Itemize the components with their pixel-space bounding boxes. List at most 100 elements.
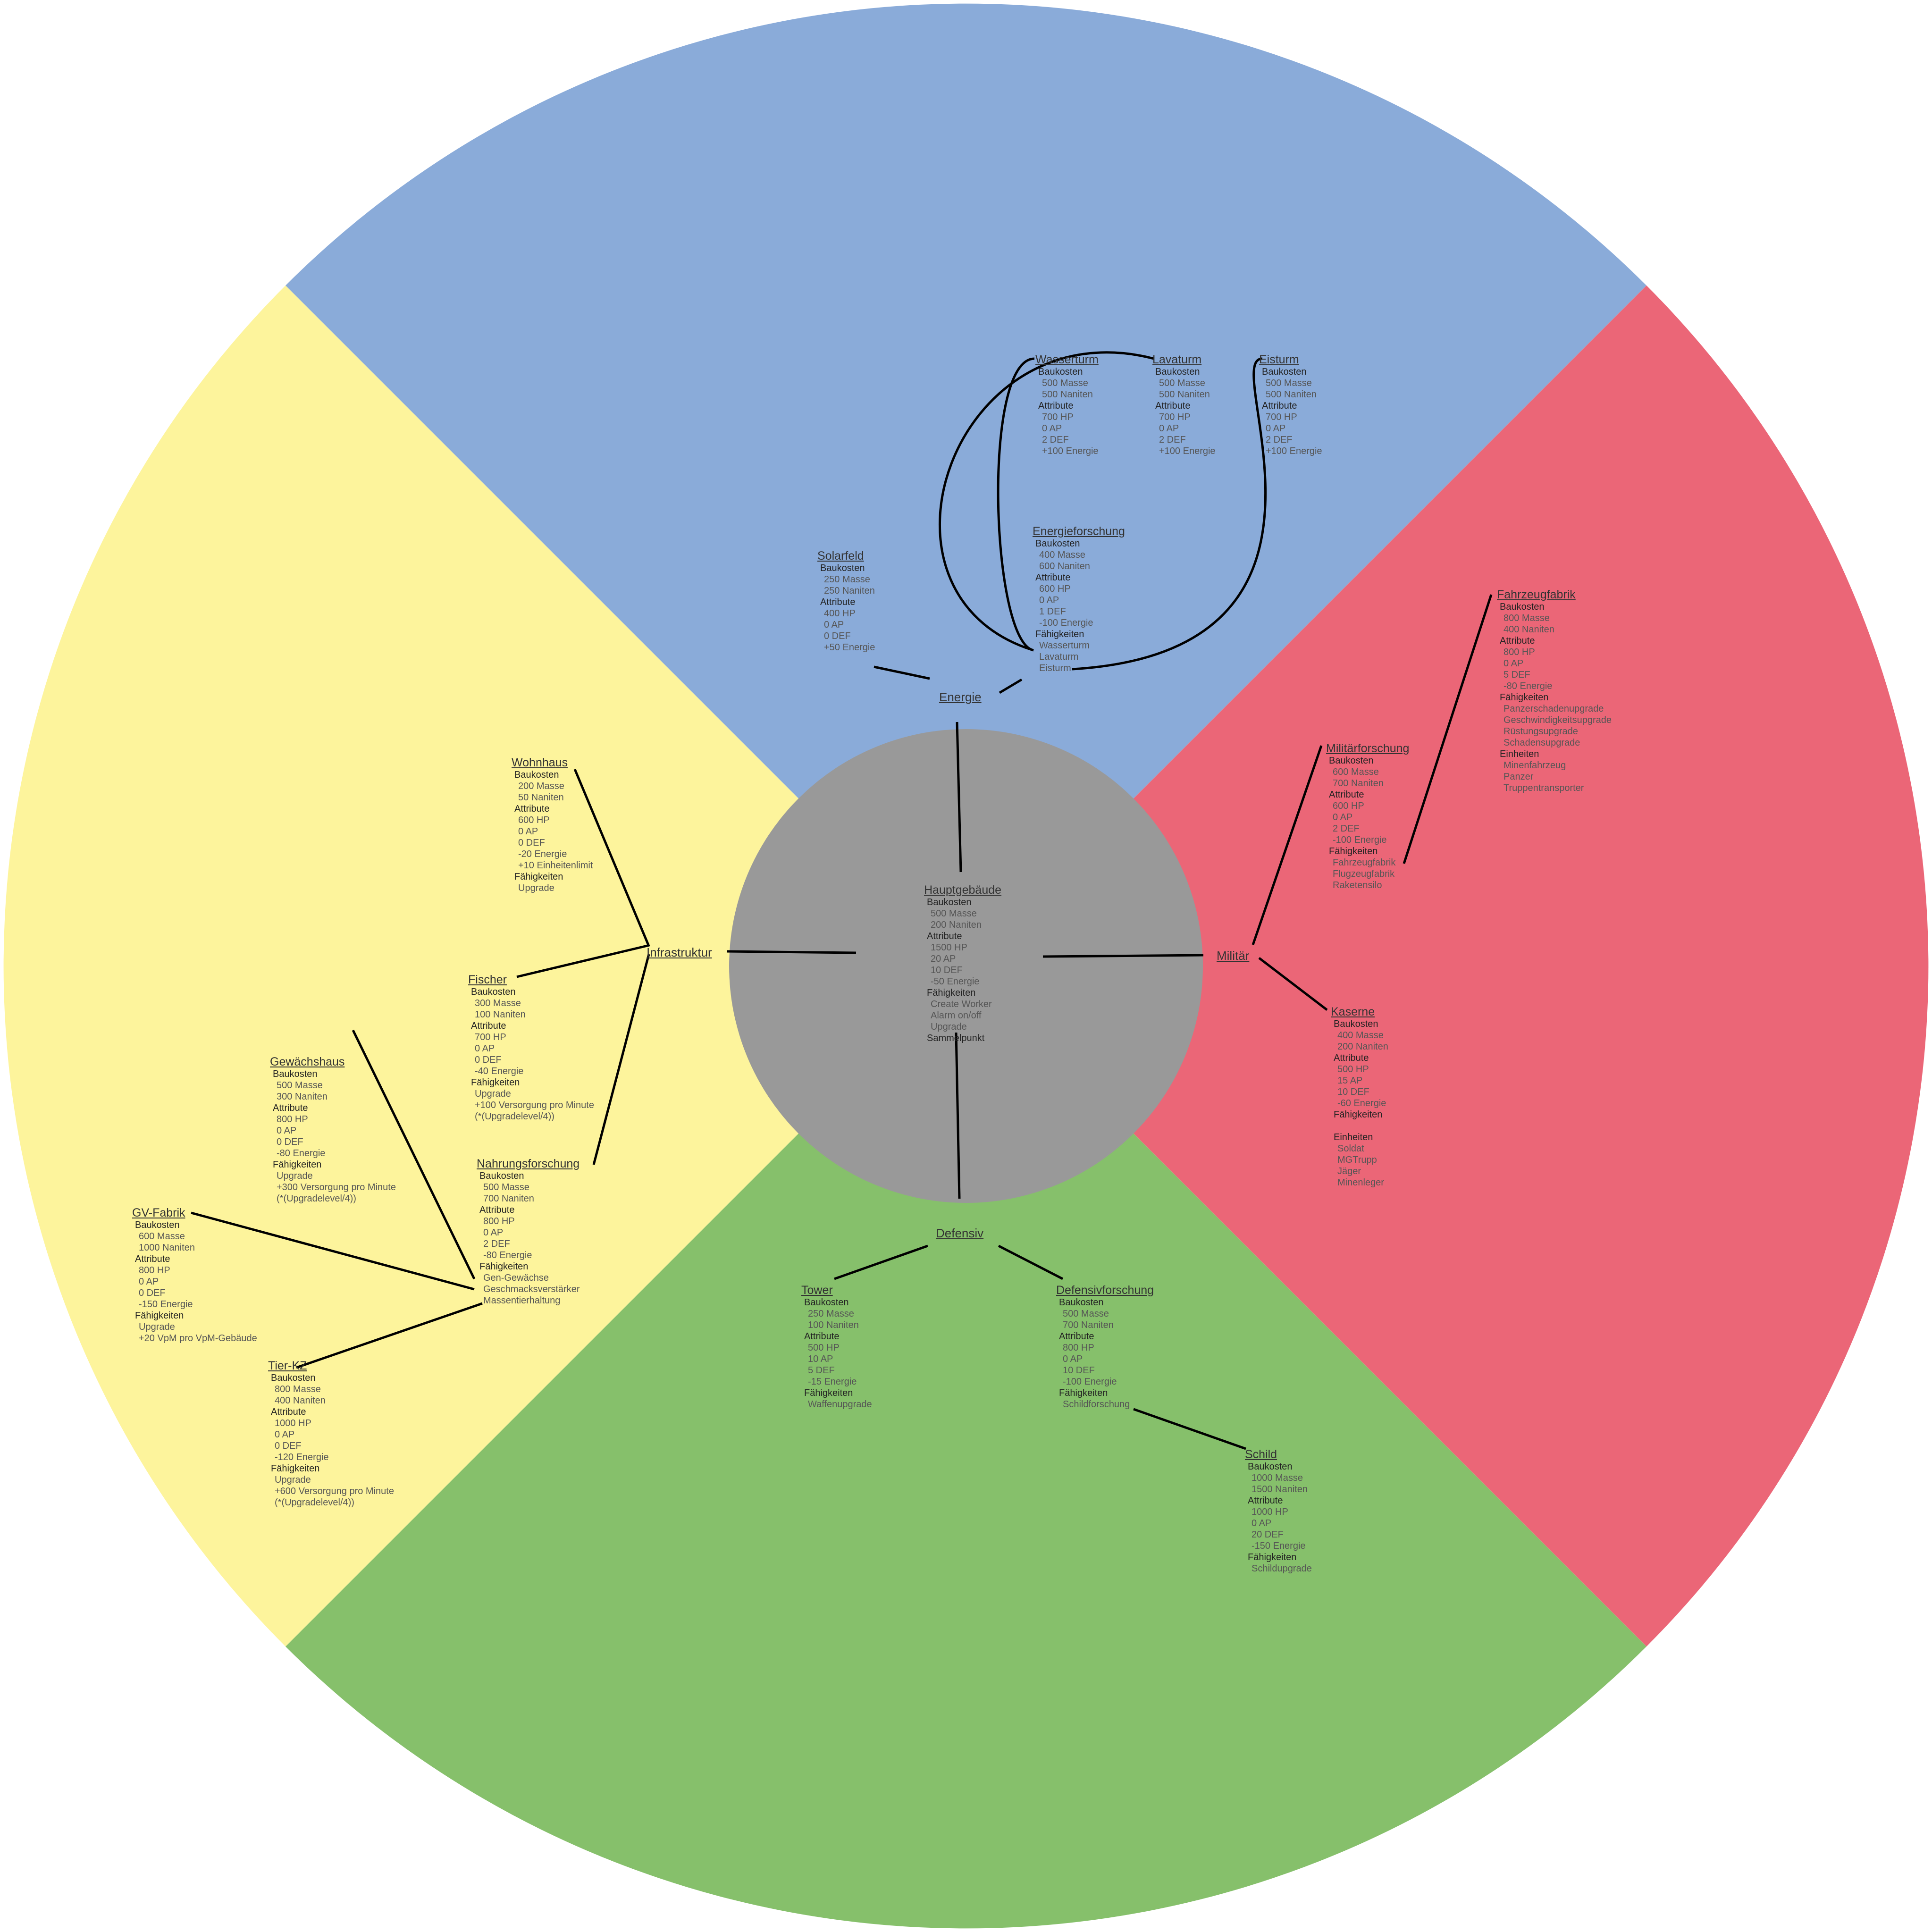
section-label: Fähigkeiten bbox=[479, 1261, 529, 1272]
node-title: Nahrungsforschung bbox=[477, 1157, 580, 1170]
section-item: 10 AP bbox=[808, 1354, 833, 1364]
node-hauptgebaeude: Hauptgebäude Baukosten 500 Masse 200 Nanite… bbox=[924, 883, 1001, 1044]
node-eisturm: Eisturm Baukosten 500 Masse 500 Naniten Attr… bbox=[1259, 353, 1322, 457]
section-label: Fähigkeiten bbox=[135, 1310, 184, 1321]
section-label: Attribute bbox=[273, 1103, 308, 1113]
section-item: 500 Masse bbox=[483, 1182, 529, 1193]
section-item: 400 HP bbox=[824, 608, 856, 619]
node-title: Defensivforschung bbox=[1056, 1284, 1154, 1297]
section-item: 2 DEF bbox=[1042, 435, 1069, 445]
section-item: 250 Masse bbox=[824, 574, 870, 585]
section-item: 0 AP bbox=[1039, 595, 1059, 605]
section-label: Baukosten bbox=[820, 563, 865, 573]
node-militaerforschung: Militärforschung Baukosten 600 Masse 700 Na… bbox=[1326, 742, 1409, 891]
section-item: 2 DEF bbox=[1159, 435, 1186, 445]
section-item: 300 Masse bbox=[475, 998, 521, 1008]
section-label: Fähigkeiten bbox=[514, 872, 563, 882]
section-item: -120 Energie bbox=[275, 1452, 329, 1462]
section-item: Eisturm bbox=[1039, 663, 1071, 673]
section-item: Upgrade bbox=[931, 1022, 967, 1032]
section-item: -150 Energie bbox=[139, 1299, 193, 1310]
section-item: Wasserturm bbox=[1039, 640, 1090, 651]
section-item: 100 Naniten bbox=[475, 1009, 526, 1020]
section-label: Attribute bbox=[514, 804, 550, 814]
category-defensiv: Defensiv bbox=[936, 1226, 984, 1240]
section-item: 800 HP bbox=[139, 1265, 170, 1276]
section-item: 700 HP bbox=[1266, 412, 1297, 422]
section-item: 800 Masse bbox=[1504, 613, 1550, 623]
node-title: Lavaturm bbox=[1152, 353, 1202, 366]
sector-energie bbox=[286, 3, 1646, 966]
section-item: 700 HP bbox=[1042, 412, 1074, 422]
node-energieforschung: Energieforschung Baukosten 400 Masse 600 Na… bbox=[1033, 525, 1125, 674]
section-item: 500 Naniten bbox=[1042, 389, 1093, 400]
section-label: Baukosten bbox=[135, 1220, 180, 1230]
section-item: (*(Upgradelevel/4)) bbox=[277, 1193, 356, 1204]
category-militaer: Militär bbox=[1217, 949, 1250, 963]
section-item: 15 AP bbox=[1337, 1075, 1363, 1086]
section-item: MGTrupp bbox=[1337, 1155, 1377, 1165]
section-item: Jäger bbox=[1337, 1166, 1361, 1176]
section-item: 200 Naniten bbox=[1337, 1042, 1388, 1052]
section-item: Minenleger bbox=[1337, 1177, 1384, 1188]
section-item: +100 Energie bbox=[1042, 446, 1099, 456]
node-wasserturm: Wasserturm Baukosten 500 Masse 500 Naniten A… bbox=[1035, 353, 1099, 457]
node-gewaechshaus: Gewächshaus Baukosten 500 Masse 300 Naniten… bbox=[270, 1055, 396, 1204]
section-item: Panzer bbox=[1504, 772, 1534, 782]
node-title: Wasserturm bbox=[1035, 353, 1099, 366]
node-title: GV-Fabrik bbox=[132, 1206, 185, 1219]
section-item: 600 HP bbox=[1039, 584, 1071, 594]
section-label: Attribute bbox=[1155, 401, 1191, 411]
section-item: -40 Energie bbox=[475, 1066, 524, 1076]
section-item: 600 Naniten bbox=[1039, 561, 1090, 571]
section-item: +100 Energie bbox=[1159, 446, 1216, 456]
node-tierkz: Tier-KZ Baukosten 800 Masse 400 Naniten Attr… bbox=[268, 1359, 394, 1508]
section-label: Attribute bbox=[1329, 790, 1364, 800]
node-title: Gewächshaus bbox=[270, 1055, 345, 1068]
section-item: -50 Energie bbox=[931, 976, 980, 987]
section-item: 10 DEF bbox=[931, 965, 963, 975]
section-label: Fähigkeiten bbox=[471, 1077, 520, 1088]
node-nahrungsforschung: Nahrungsforschung Baukosten 500 Masse 700 N… bbox=[477, 1157, 580, 1306]
section-label: Attribute bbox=[1334, 1053, 1369, 1063]
section-item: 0 AP bbox=[1063, 1354, 1083, 1364]
section-item: 800 HP bbox=[277, 1114, 308, 1125]
node-title: Tower bbox=[801, 1284, 833, 1297]
section-label: Fähigkeiten bbox=[804, 1388, 853, 1398]
section-item: 0 AP bbox=[1333, 812, 1353, 823]
section-item: 500 Masse bbox=[1063, 1309, 1109, 1319]
section-item: 1 DEF bbox=[1039, 606, 1066, 617]
section-label: Baukosten bbox=[804, 1297, 849, 1308]
section-label: Baukosten bbox=[1035, 538, 1080, 549]
node-kaserne: Kaserne Baukosten 400 Masse 200 Naniten Attr… bbox=[1331, 1005, 1388, 1188]
section-item bbox=[1331, 1120, 1388, 1132]
section-item: -80 Energie bbox=[277, 1148, 326, 1159]
section-item: Schildforschung bbox=[1063, 1399, 1130, 1410]
section-item: Fahrzeugfabrik bbox=[1333, 857, 1396, 868]
section-item: -100 Energie bbox=[1333, 835, 1387, 845]
section-label: Fähigkeiten bbox=[927, 988, 976, 998]
section-label: Attribute bbox=[479, 1205, 515, 1215]
section-item: 800 HP bbox=[1063, 1343, 1094, 1353]
section-item: Massentierhaltung bbox=[483, 1295, 561, 1306]
sector-defensiv bbox=[286, 966, 1646, 1929]
section-item: 0 AP bbox=[275, 1429, 295, 1440]
section-item: +600 Versorgung pro Minute bbox=[275, 1486, 394, 1496]
section-item: 600 Masse bbox=[139, 1231, 185, 1242]
node-title: Fischer bbox=[468, 973, 507, 986]
category-energie: Energie bbox=[939, 690, 982, 704]
sector-militaer bbox=[966, 286, 1929, 1646]
section-label: Fähigkeiten bbox=[1334, 1109, 1383, 1120]
section-label: Attribute bbox=[1500, 636, 1535, 646]
node-title: Schild bbox=[1245, 1448, 1277, 1461]
section-item: 0 AP bbox=[1042, 423, 1062, 434]
section-item: Waffenupgrade bbox=[808, 1399, 872, 1410]
section-item: 400 Masse bbox=[1337, 1030, 1384, 1041]
section-item: 10 DEF bbox=[1063, 1365, 1095, 1376]
section-item: 0 AP bbox=[1266, 423, 1286, 434]
section-item: (*(Upgradelevel/4)) bbox=[475, 1111, 554, 1122]
section-item: (*(Upgradelevel/4)) bbox=[275, 1497, 354, 1508]
section-item: 500 HP bbox=[1337, 1064, 1369, 1075]
